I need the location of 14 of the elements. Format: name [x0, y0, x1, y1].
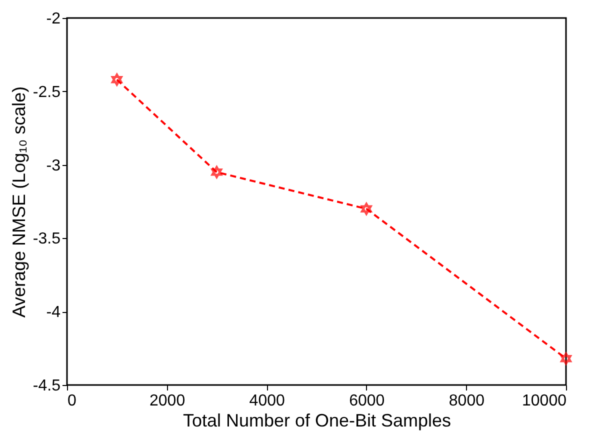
- y-tick-label: -3: [46, 157, 61, 174]
- y-tick-label: -4: [46, 304, 61, 322]
- y-tick-label: -3.5: [32, 230, 61, 248]
- x-tick-label: 4000: [249, 392, 285, 410]
- x-tick-label: 8000: [448, 392, 485, 410]
- y-axis-title: Average NMSE (Log₁₀ scale): [8, 86, 29, 318]
- x-axis-title: Total Number of One-Bit Samples: [182, 410, 452, 430]
- y-tick-label: -4.5: [32, 378, 61, 394]
- x-tick-label: 2000: [150, 392, 186, 410]
- y-tick-label: -2.5: [32, 84, 61, 101]
- x-tick-label: 0: [68, 392, 76, 410]
- x-tick-label: 6000: [349, 392, 385, 410]
- x-tick-label: 10000: [522, 392, 567, 410]
- y-tick-label: -2: [46, 10, 61, 28]
